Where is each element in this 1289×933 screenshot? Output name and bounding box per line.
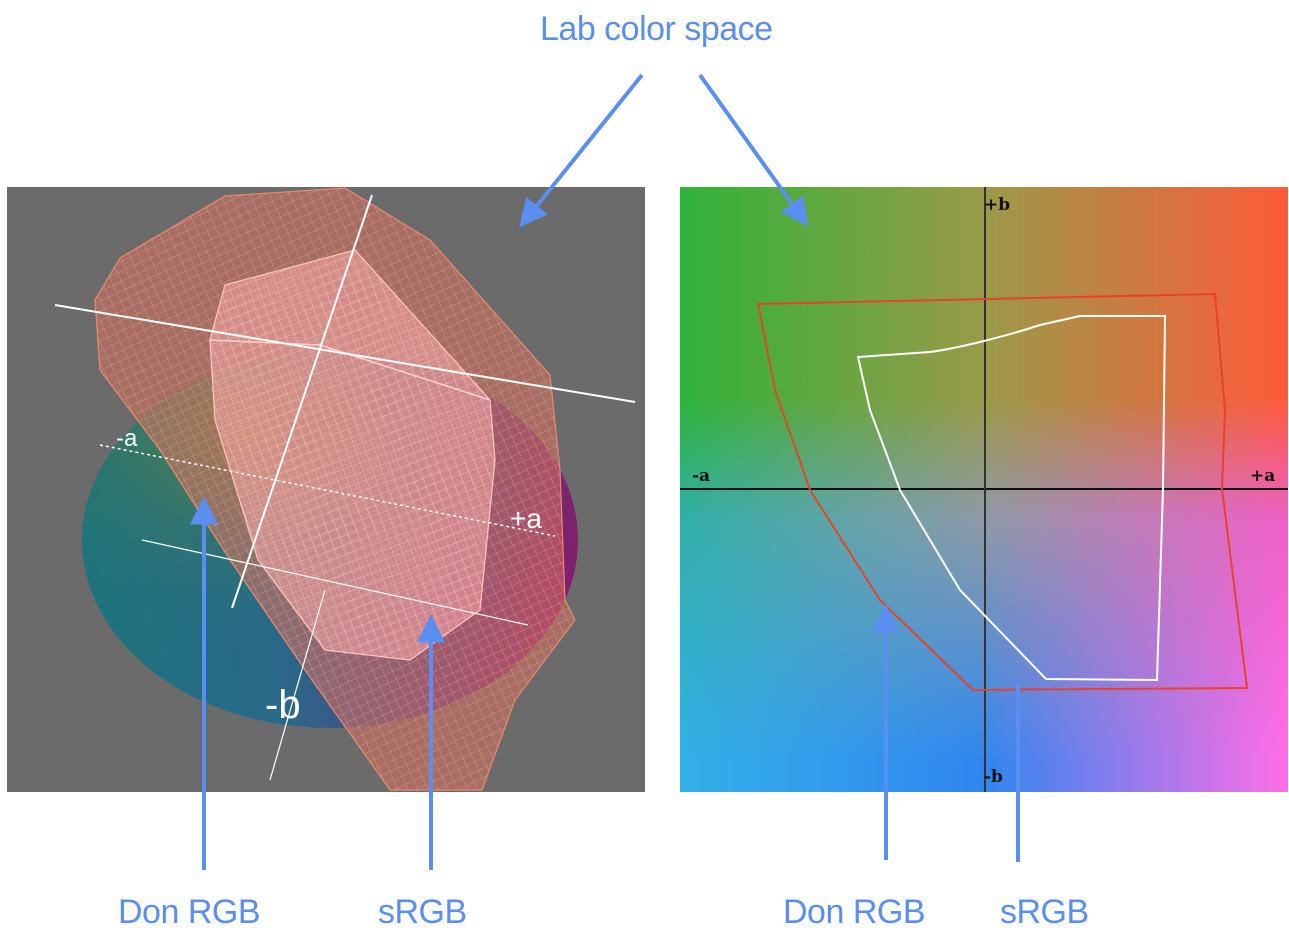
left-don-rgb-label: Don RGB [118, 893, 261, 931]
left-b-axis [269, 589, 326, 781]
left-srgb-label: sRGB [378, 893, 467, 931]
left-b-plane-line [141, 539, 529, 626]
left-l-vertical-axis [231, 194, 373, 609]
right-pos-b-label: +b [984, 195, 1010, 215]
srgb-gamut-outline [856, 315, 1167, 682]
right-ab-panel: +b -b -a +a [680, 187, 1288, 792]
don-rgb-gamut-outline [756, 292, 1249, 692]
srgb-edge [209, 339, 491, 401]
left-pos-a-label: +a [510, 503, 542, 534]
left-neg-a-label: -a [116, 425, 138, 452]
diagram-title: Lab color space [540, 10, 773, 48]
title-arrow-left [519, 73, 644, 228]
left-a-axis [99, 444, 556, 537]
right-neg-a-label: -a [692, 466, 710, 486]
title-arrow-right [698, 73, 809, 227]
right-srgb-label: sRGB [1000, 893, 1089, 931]
right-neg-b-label: -b [984, 767, 1003, 787]
right-don-rgb-label: Don RGB [783, 893, 926, 931]
right-pos-a-label: +a [1250, 466, 1275, 486]
left-neg-b-label: -b [265, 683, 301, 727]
callout-arrows [190, 73, 1020, 870]
left-3d-panel: -a +a -b [7, 187, 645, 792]
srgb-gamut-solid [209, 249, 496, 661]
left-l-plane-axis [54, 304, 636, 403]
